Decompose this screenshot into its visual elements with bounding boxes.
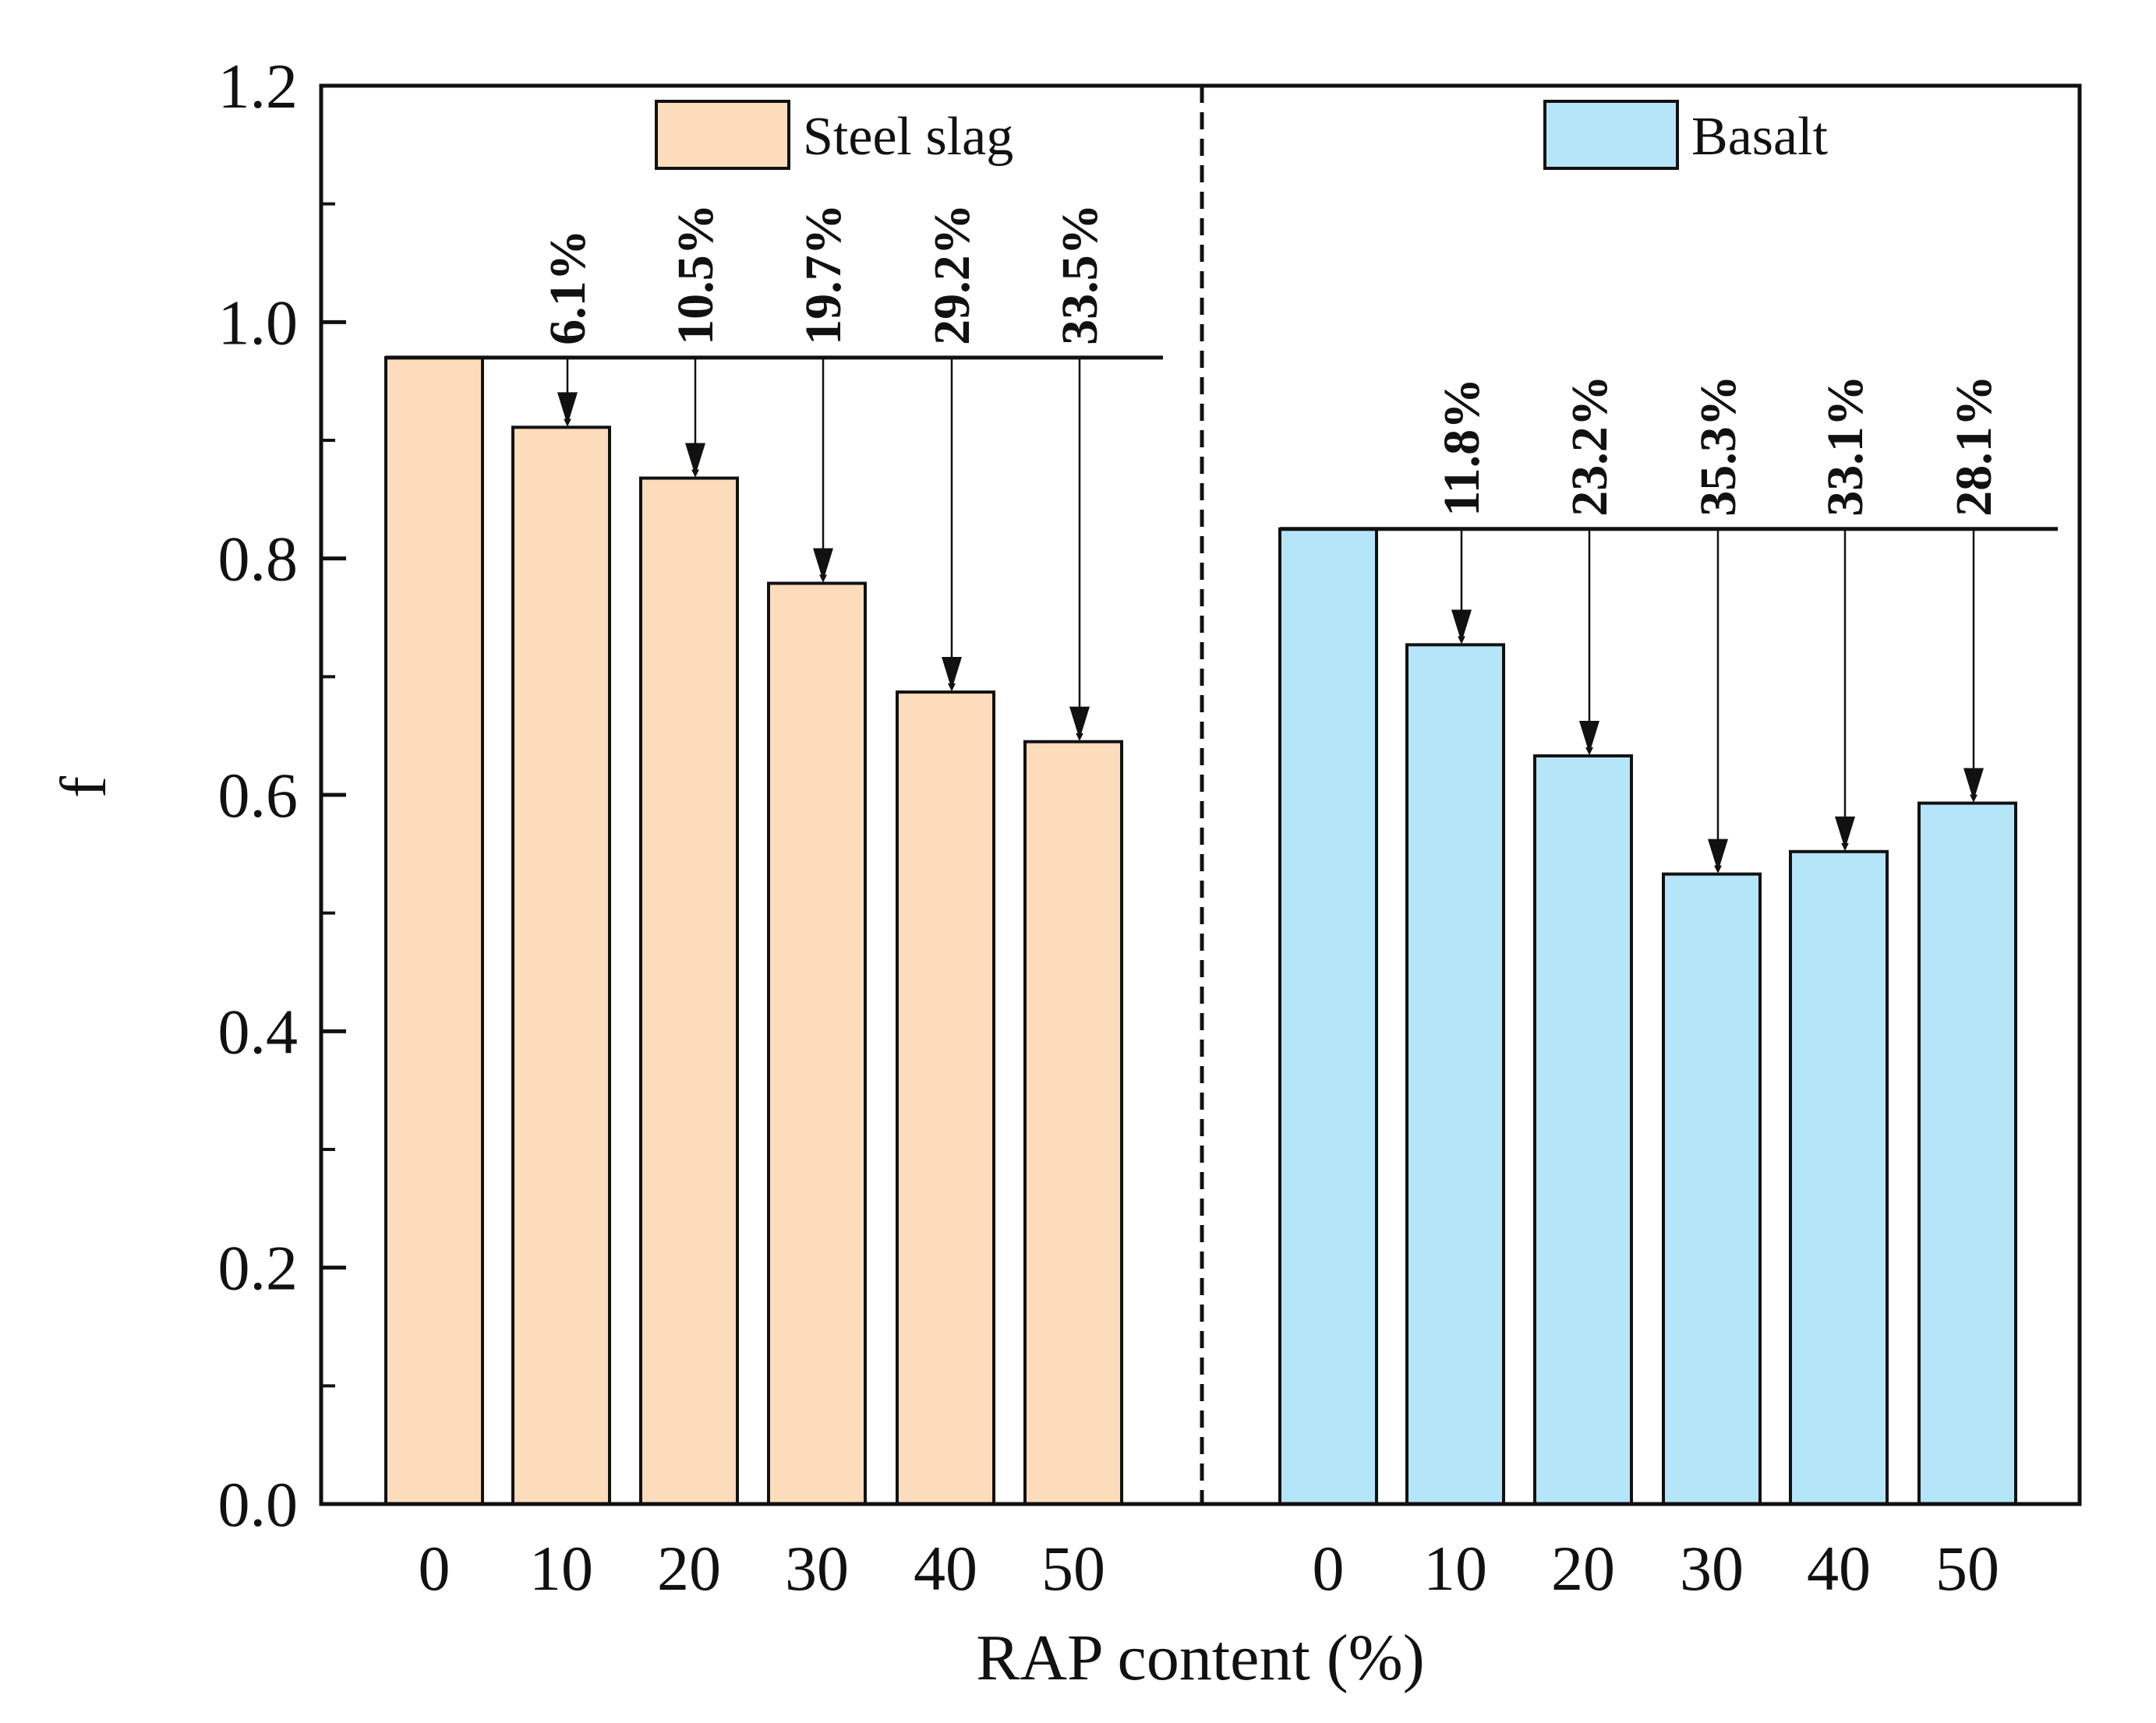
bar-steel-slag-50: [1023, 740, 1123, 1506]
arrowhead: [1069, 706, 1090, 740]
x-tick-label: 20: [657, 1533, 721, 1604]
arrowhead: [1451, 609, 1472, 643]
y-tick-label: 0.0: [218, 1469, 299, 1540]
arrowhead: [1835, 816, 1855, 849]
x-tick-label: 50: [1935, 1533, 1999, 1604]
bar-steel-slag-10: [511, 425, 611, 1506]
x-tick-label: 0: [419, 1533, 451, 1604]
y-axis-title: f: [48, 776, 120, 798]
reduction-label: 19.7%: [795, 203, 852, 345]
bar-basalt-10: [1405, 643, 1505, 1506]
reduction-label: 6.1%: [539, 229, 596, 345]
legend-label-steel-slag: Steel slag: [803, 107, 1013, 167]
plot-area: 6.1% 10.5% 19.7% 29.2% 33.5% 11.8% 23.2% 35.3% 3…: [218, 51, 2082, 1604]
bar-steel-slag-30: [767, 581, 867, 1506]
bar-steel-slag-0: [384, 355, 484, 1506]
reduction-label: 23.2%: [1561, 375, 1618, 517]
arrowhead: [685, 443, 705, 476]
x-tick-label: 20: [1551, 1533, 1615, 1604]
reduction-label: 35.3%: [1690, 375, 1747, 517]
reduction-label: 33.1%: [1817, 375, 1874, 517]
arrowhead: [1579, 720, 1599, 754]
arrowhead: [813, 548, 833, 581]
legend-label-basalt: Basalt: [1691, 107, 1829, 167]
x-tick-label: 10: [1423, 1533, 1487, 1604]
bar-basalt-30: [1662, 872, 1762, 1506]
bar-basalt-40: [1789, 849, 1889, 1506]
bar-basalt-0: [1278, 527, 1378, 1506]
x-tick-label: 40: [1807, 1533, 1871, 1604]
arrowhead: [1963, 768, 1984, 801]
legend-swatch-basalt: [1543, 100, 1679, 170]
reduction-label: 29.2%: [924, 203, 981, 345]
bar-steel-slag-40: [896, 690, 995, 1506]
reduction-label: 28.1%: [1946, 375, 2002, 517]
y-tick-label: 0.4: [218, 996, 299, 1067]
y-tick-label: 0.8: [218, 524, 299, 595]
x-tick-label: 0: [1313, 1533, 1345, 1604]
reduction-label: 11.8%: [1433, 378, 1490, 517]
bar-basalt-20: [1533, 754, 1633, 1506]
x-axis-title: RAP content (%): [976, 1622, 1424, 1694]
x-tick-label: 40: [914, 1533, 977, 1604]
arrowhead: [1708, 839, 1728, 872]
x-tick-label: 10: [529, 1533, 593, 1604]
y-tick-label: 1.0: [218, 287, 299, 358]
y-tick-label: 1.2: [218, 51, 299, 122]
x-tick-label: 30: [785, 1533, 849, 1604]
x-tick-label: 30: [1680, 1533, 1744, 1604]
bar-steel-slag-20: [639, 476, 739, 1506]
arrowhead: [557, 392, 578, 425]
reduction-label: 33.5%: [1051, 203, 1108, 345]
x-tick-label: 50: [1041, 1533, 1105, 1604]
y-tick-label: 0.6: [218, 760, 299, 831]
reduction-label: 10.5%: [667, 203, 724, 345]
y-tick-label: 0.2: [218, 1233, 299, 1304]
legend-swatch-steel-slag: [655, 100, 790, 170]
arrowhead: [942, 657, 962, 690]
bar-basalt-50: [1917, 801, 2017, 1506]
